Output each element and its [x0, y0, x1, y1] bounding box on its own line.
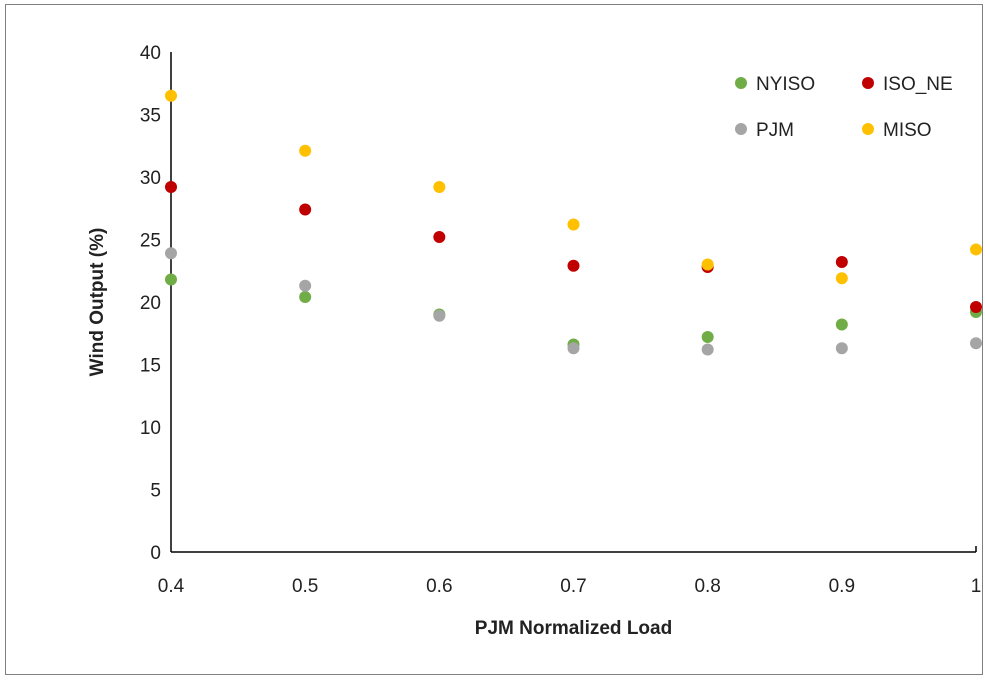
- data-point: [970, 301, 982, 313]
- legend-item: ISO_NE: [862, 74, 953, 95]
- data-point: [835, 318, 848, 331]
- data-point: [433, 181, 446, 193]
- scatter-chart: 0 5 10 15 20 25 30 35 40 0.4 0.5 0.6 0.7 0.8 0.9 1 PJM…: [87, 43, 982, 639]
- data-point: [835, 342, 848, 355]
- x-tick-label: 0.6: [426, 576, 452, 597]
- y-tick-label: 25: [140, 231, 161, 252]
- data-point: [970, 243, 982, 256]
- data-point: [165, 89, 177, 102]
- legend-marker: [862, 123, 874, 135]
- data-point: [299, 291, 312, 303]
- y-tick-label: 35: [140, 106, 161, 127]
- x-tick-label: 0.5: [292, 576, 318, 597]
- data-point: [165, 181, 177, 193]
- data-point: [165, 247, 177, 260]
- legend-marker: [735, 77, 747, 89]
- data-point: [835, 256, 848, 268]
- x-axis-title: PJM Normalized Load: [475, 618, 672, 639]
- data-point: [701, 258, 714, 271]
- legend-label: MISO: [883, 120, 932, 141]
- axes: [170, 52, 977, 553]
- legend-marker: [862, 77, 874, 89]
- data-point: [165, 273, 177, 286]
- data-point: [299, 279, 312, 292]
- y-tick-label: 20: [140, 293, 161, 314]
- x-tick-label: 0.7: [560, 576, 586, 597]
- series-pjm: [165, 247, 982, 356]
- data-points: [165, 89, 982, 356]
- data-point: [299, 144, 312, 157]
- data-point: [835, 272, 848, 285]
- x-tick-label: 1: [971, 576, 982, 597]
- y-tick-labels: 0 5 10 15 20 25 30 35 40: [140, 43, 161, 564]
- x-tick-label: 0.8: [694, 576, 720, 597]
- data-point: [299, 203, 312, 216]
- data-point: [970, 337, 982, 350]
- y-tick-label: 5: [150, 481, 161, 502]
- data-point: [701, 331, 714, 343]
- legend-label: NYISO: [756, 74, 815, 95]
- x-tick-label: 0.4: [158, 576, 185, 597]
- legend-label: PJM: [756, 120, 794, 141]
- y-tick-label: 0: [150, 543, 161, 564]
- legend-marker: [735, 123, 747, 135]
- chart-frame: 0 5 10 15 20 25 30 35 40 0.4 0.5 0.6 0.7 0.8 0.9 1 PJM…: [5, 4, 983, 675]
- data-point: [433, 231, 446, 243]
- x-tick-labels: 0.4 0.5 0.6 0.7 0.8 0.9 1: [158, 576, 982, 597]
- data-point: [567, 342, 580, 355]
- legend-label: ISO_NE: [883, 74, 953, 95]
- legend: NYISO ISO_NE PJM MISO: [735, 74, 953, 141]
- data-point: [433, 309, 446, 322]
- series-miso: [165, 89, 982, 285]
- y-tick-label: 40: [140, 43, 161, 64]
- legend-item: PJM: [735, 120, 794, 141]
- y-tick-label: 30: [140, 168, 161, 189]
- series-nyiso: [165, 273, 982, 351]
- y-tick-label: 15: [140, 356, 161, 377]
- legend-item: NYISO: [735, 74, 815, 95]
- data-point: [701, 343, 714, 356]
- data-point: [567, 259, 580, 272]
- legend-item: MISO: [862, 120, 932, 141]
- x-tick-label: 0.9: [829, 576, 855, 597]
- series-iso-ne: [165, 181, 982, 313]
- data-point: [567, 218, 580, 231]
- y-tick-label: 10: [140, 418, 161, 439]
- y-axis-title: Wind Output (%): [87, 228, 108, 377]
